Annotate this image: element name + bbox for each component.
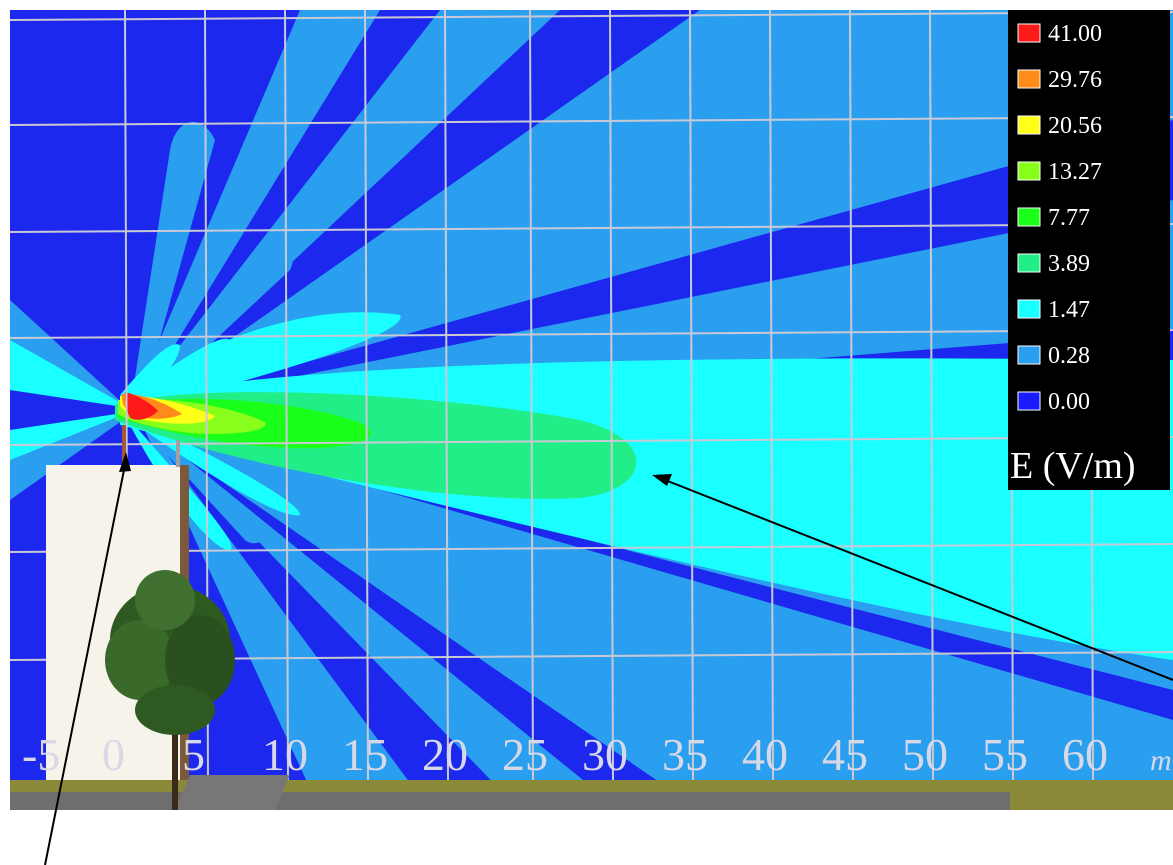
road [10,792,1010,810]
legend-label: 1.47 [1048,297,1090,323]
legend-swatch [1017,69,1041,89]
x-tick-label: 20 [422,729,468,780]
grid-line-vertical [364,10,369,781]
grid-line-vertical [769,10,774,781]
legend-label: 0.00 [1048,389,1090,415]
grid-line-horizontal [10,436,1173,446]
grid-line-horizontal [10,116,1173,126]
legend-swatch [1017,161,1041,181]
legend-label: 0.28 [1048,343,1090,369]
annotation-arrows [44,452,1173,865]
grid-line-horizontal [10,223,1173,233]
legend: 41.00 29.76 20.56 13.27 7.77 3.89 1.47 0.28 0.00… [1008,10,1170,490]
arrow-to-field [659,477,1173,681]
legend-swatch [1017,207,1041,227]
grid-line-horizontal [10,329,1173,339]
x-tick-label: 25 [502,729,548,780]
x-tick-label: 60 [1062,729,1108,780]
field-zone-41.00 [125,392,158,420]
grid-line-horizontal [10,11,1173,21]
antenna-mast [122,425,126,467]
grid-line-vertical [284,10,289,781]
x-tick-label: 0 [102,729,125,780]
legend-swatch [1017,253,1041,273]
grid-line-horizontal [10,543,1173,553]
legend-title: E (V/m) [1010,445,1136,487]
grid-line-vertical [929,10,934,781]
x-axis: -5 0 5 10 15 20 25 30 35 40 45 50 55 60 m [22,729,1172,780]
grid-line-vertical [849,10,854,781]
x-axis-unit: m [1150,744,1172,777]
legend-label: 41.00 [1048,21,1102,47]
x-tick-label: 40 [742,729,788,780]
arrow-to-antenna [44,459,127,865]
x-tick-label: 10 [262,729,308,780]
field-plot: -5 0 5 10 15 20 25 30 35 40 45 50 55 60 m [10,10,1173,810]
legend-swatch [1017,299,1041,319]
arrow-head-field [652,474,672,486]
x-tick-label: 35 [662,729,708,780]
walkway [175,775,290,810]
legend-label: 13.27 [1048,159,1102,185]
legend-label: 29.76 [1048,67,1102,93]
arrow-head-antenna [119,452,131,472]
x-tick-label: 50 [902,729,948,780]
grid-line-vertical [444,10,449,781]
grid-line-vertical [689,10,694,781]
antenna-mast-secondary [176,440,180,467]
x-tick-label: 45 [822,729,868,780]
legend-swatch [1017,115,1041,135]
x-tick-label: -5 [22,729,60,780]
legend-swatch [1017,391,1041,411]
grid-line-vertical [529,10,534,781]
x-tick-label: 5 [182,729,205,780]
legend-swatch [1017,23,1041,43]
legend-label: 7.77 [1048,205,1090,231]
x-tick-label: 15 [342,729,388,780]
legend-swatch [1017,345,1041,365]
legend-label: 3.89 [1048,251,1090,277]
tree [105,570,235,810]
grid-line-vertical [609,10,614,781]
x-tick-label: 30 [582,729,628,780]
x-tick-label: 55 [982,729,1028,780]
legend-label: 20.56 [1048,113,1102,139]
grid [10,10,1173,781]
